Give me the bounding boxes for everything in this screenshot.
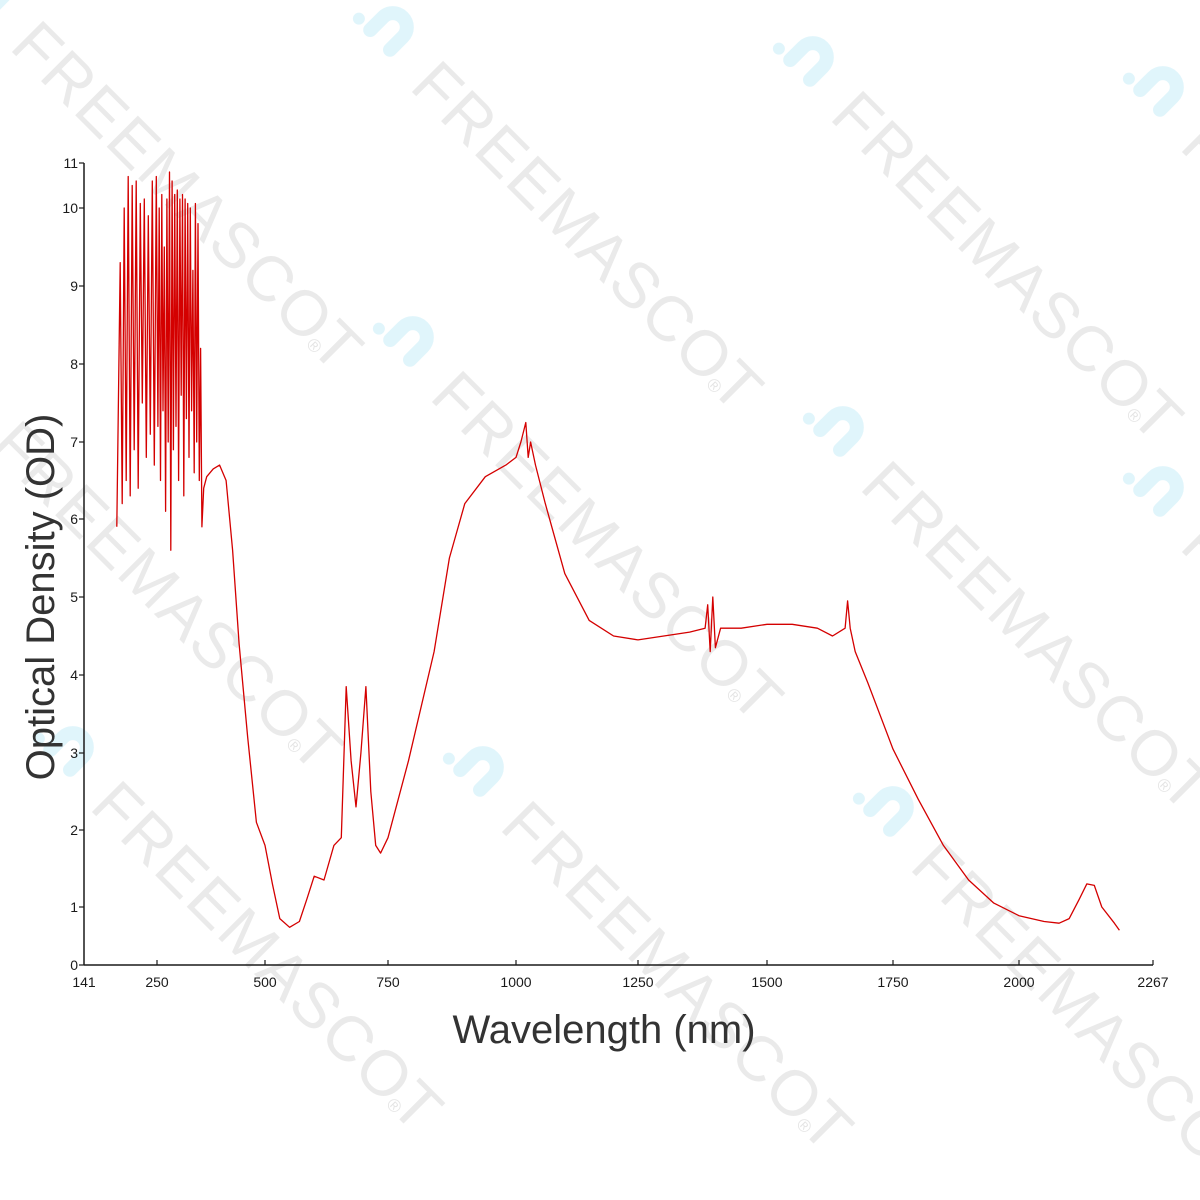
watermark-logo-icon bbox=[802, 406, 864, 457]
svg-text:FREEMASCOT: FREEMASCOT bbox=[848, 447, 1200, 826]
svg-text:FREEMASCOT: FREEMASCOT bbox=[398, 47, 777, 426]
y-tick-label: 6 bbox=[70, 511, 78, 527]
y-tick-label: 9 bbox=[70, 278, 78, 294]
watermark-logo-icon bbox=[372, 316, 434, 367]
svg-text:FREEMASCOT: FREEMASCOT bbox=[78, 767, 457, 1146]
y-axis-title: Optical Density (OD) bbox=[19, 414, 63, 781]
y-tick-label: 8 bbox=[70, 356, 78, 372]
y-tick-label: 4 bbox=[70, 667, 78, 683]
watermark-stamp: FREEMASCOT® bbox=[488, 787, 867, 1166]
svg-text:FREEMASCOT: FREEMASCOT bbox=[818, 77, 1197, 456]
x-tick-label: 250 bbox=[145, 974, 169, 990]
x-axis-ticks: 141 250 500 750 1000 1250 1500 1750 2000 2267 bbox=[72, 960, 1169, 990]
x-tick-label: 2267 bbox=[1137, 974, 1168, 990]
watermark-logo-icon bbox=[0, 0, 14, 17]
watermark-logo-icon bbox=[1122, 466, 1184, 517]
watermark-logo-icon bbox=[442, 746, 504, 797]
watermark-logo-icon bbox=[32, 726, 94, 777]
watermark-stamp: FREEMASCOT® bbox=[418, 357, 797, 736]
watermark-logo-icon bbox=[352, 6, 414, 57]
chart-axes: 141 250 500 750 1000 1250 1500 1750 2000 2267 0 1 2… bbox=[62, 155, 1168, 990]
y-tick-label: 11 bbox=[63, 155, 78, 171]
svg-text:FREEMASCOT: FREEMASCOT bbox=[418, 357, 797, 736]
watermark-stamp: FREEMASCOT® bbox=[898, 827, 1200, 1200]
watermark-stamp: FREEMASCOT® bbox=[398, 47, 777, 426]
x-tick-label: 141 bbox=[72, 974, 96, 990]
x-tick-label: 750 bbox=[376, 974, 400, 990]
svg-text:FREEMASCOT: FREEMASCOT bbox=[488, 787, 867, 1166]
y-tick-label: 1 bbox=[70, 899, 78, 915]
y-tick-label: 7 bbox=[70, 434, 78, 450]
x-tick-label: 1250 bbox=[622, 974, 653, 990]
od-spectrum-line bbox=[116, 171, 1120, 931]
watermark-logo-icon bbox=[772, 36, 834, 87]
x-tick-label: 2000 bbox=[1003, 974, 1034, 990]
y-axis-ticks: 0 1 2 3 4 5 6 7 8 9 10 11 bbox=[62, 155, 84, 973]
watermark-stamp: FREEMASCOT® bbox=[1168, 507, 1200, 886]
x-axis-title: Wavelength (nm) bbox=[452, 1008, 755, 1052]
x-tick-label: 1000 bbox=[500, 974, 531, 990]
y-tick-label: 5 bbox=[70, 589, 78, 605]
x-tick-label: 500 bbox=[253, 974, 277, 990]
y-tick-label: 3 bbox=[70, 745, 78, 761]
y-tick-label: 10 bbox=[62, 200, 78, 216]
y-tick-label: 0 bbox=[70, 957, 78, 973]
watermark-logo-icon bbox=[852, 786, 914, 837]
watermark-stamp: FREEMASCOT® bbox=[818, 77, 1197, 456]
svg-text:FREEMASCOT: FREEMASCOT bbox=[898, 827, 1200, 1200]
svg-text:FREEMASCOT: FREEMASCOT bbox=[1168, 507, 1200, 886]
watermark-stamp: FREEMASCOT® bbox=[78, 767, 457, 1146]
x-tick-label: 1500 bbox=[751, 974, 782, 990]
watermark-stamp: FREEMASCOT® bbox=[848, 447, 1200, 826]
watermark-logo-icon bbox=[1122, 66, 1184, 117]
x-tick-label: 1750 bbox=[877, 974, 908, 990]
y-tick-label: 2 bbox=[70, 822, 78, 838]
